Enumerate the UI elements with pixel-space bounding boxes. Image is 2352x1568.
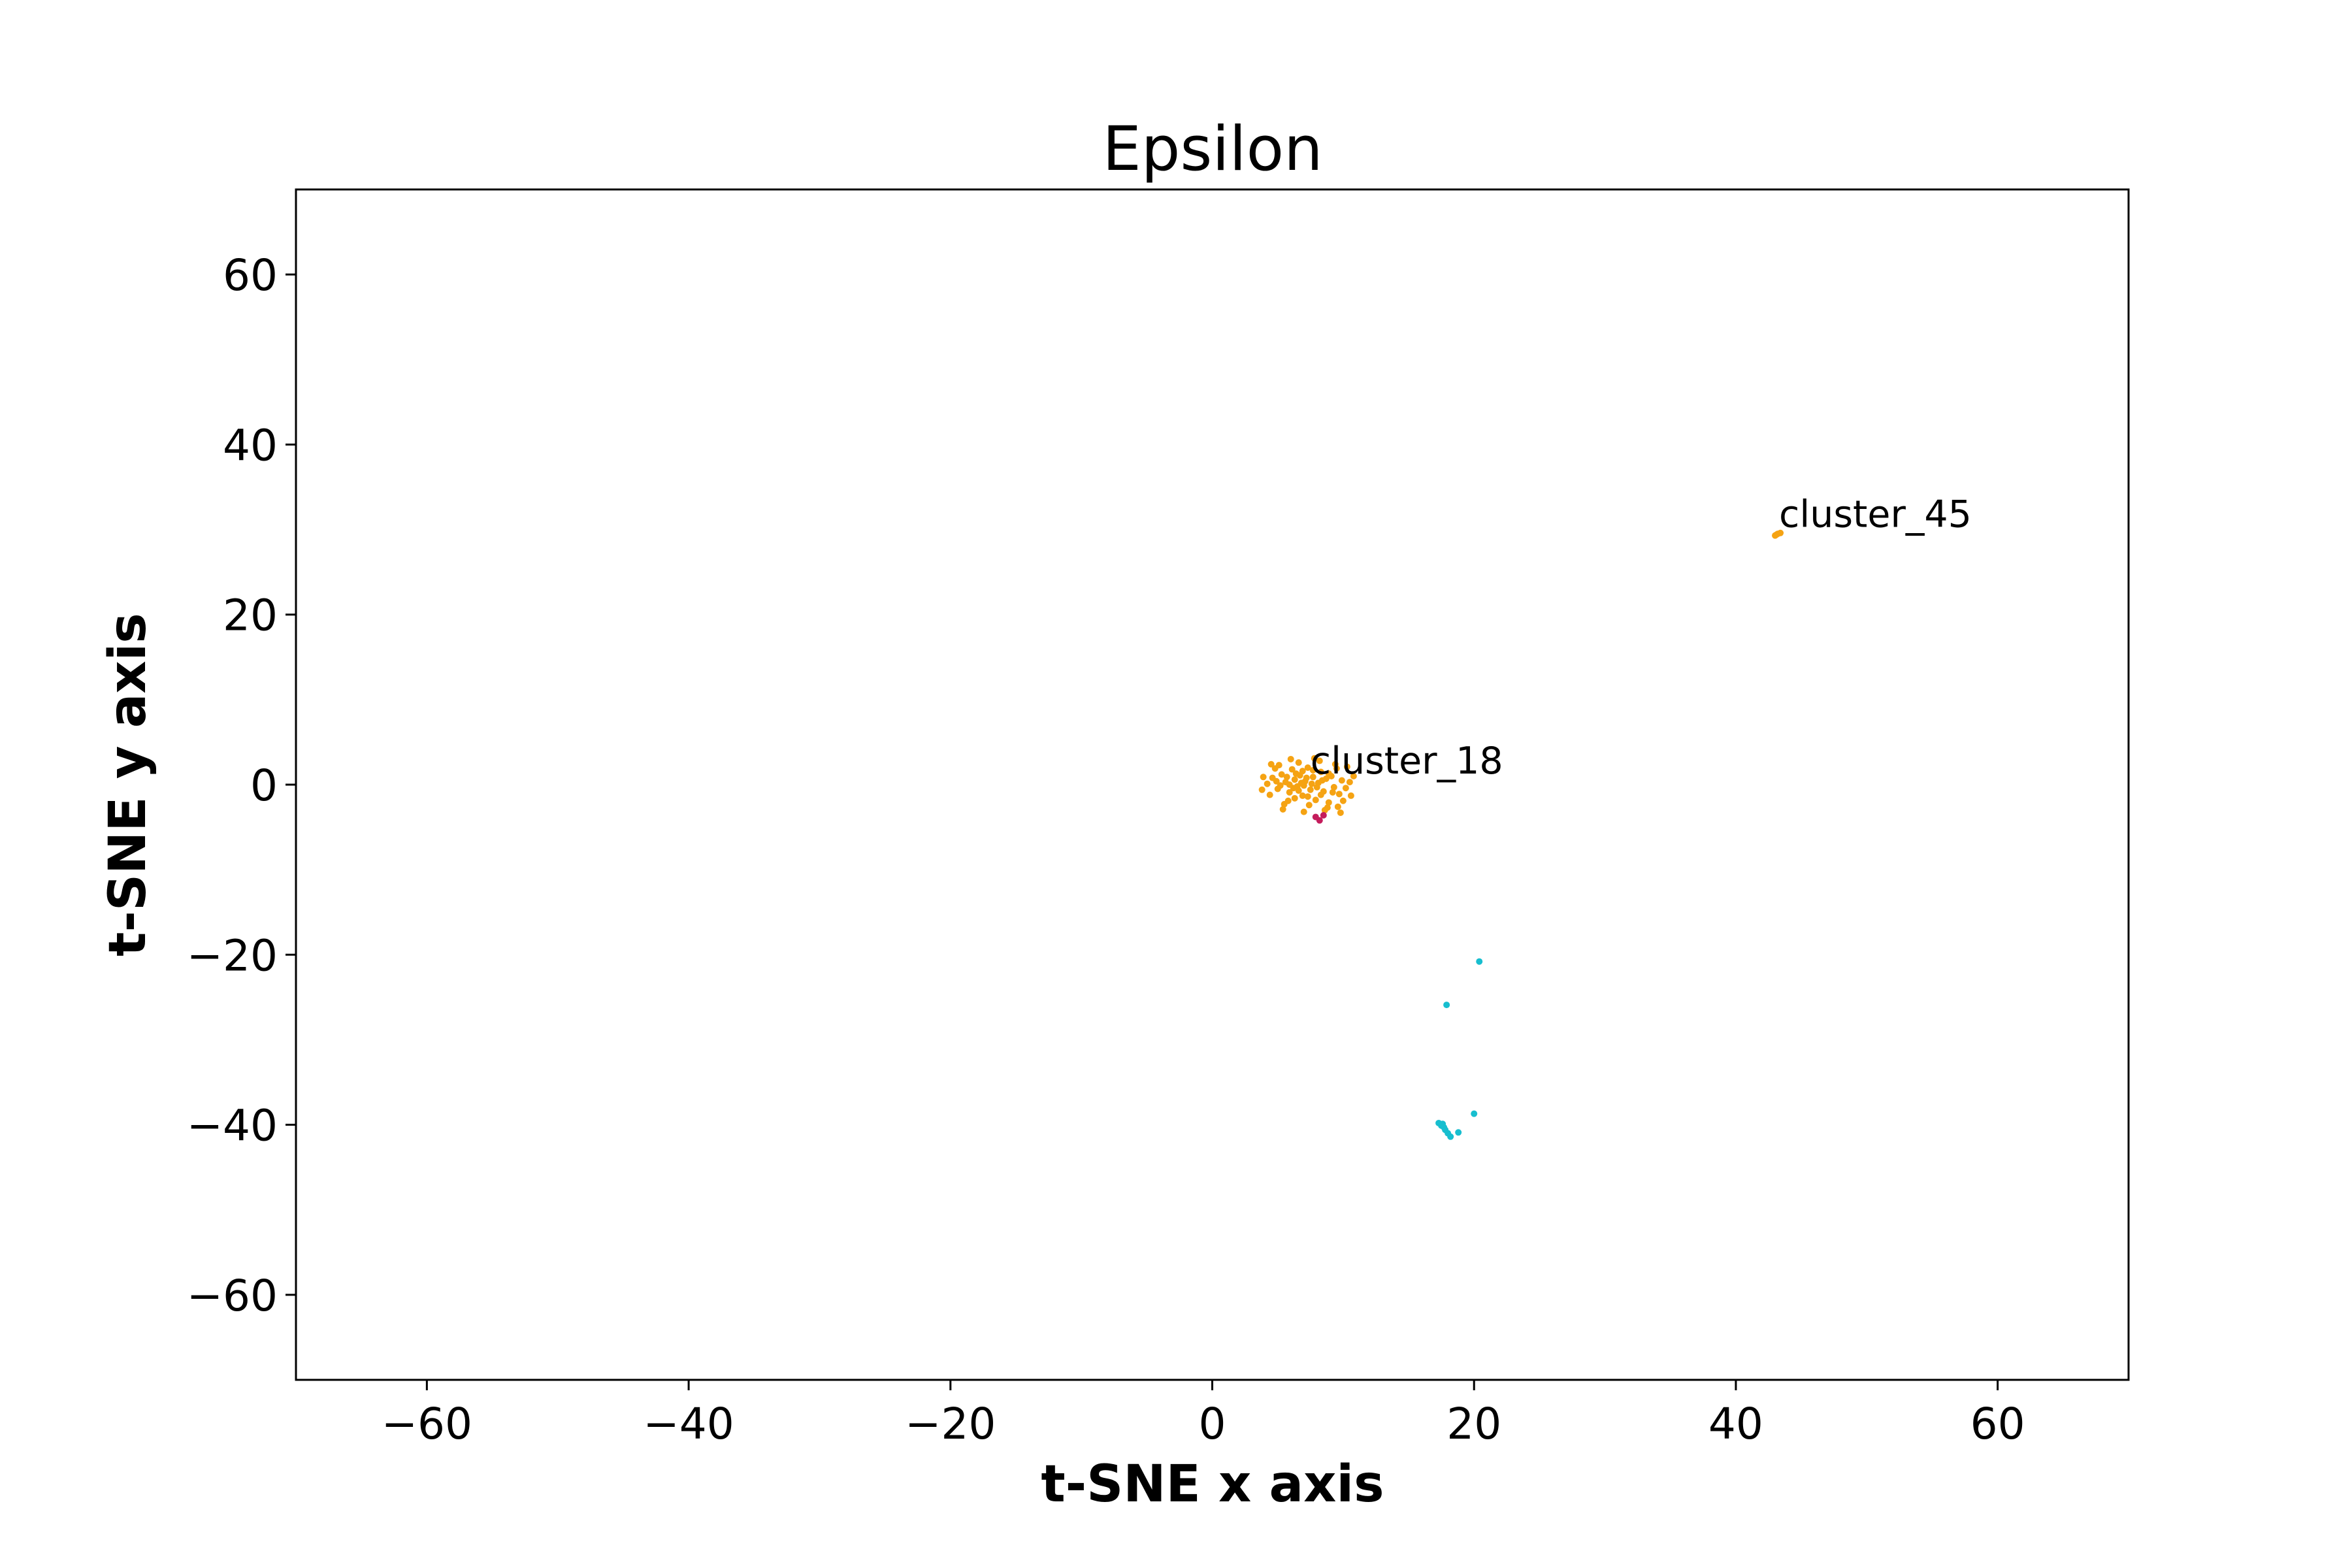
data-point: [1258, 786, 1266, 793]
data-point: [1339, 797, 1347, 804]
data-point: [1309, 774, 1316, 781]
plot-frame: [295, 188, 2130, 1381]
y-tick-label: −60: [187, 1271, 278, 1321]
data-point: [1346, 779, 1353, 786]
data-point: [1281, 800, 1288, 808]
data-point: [1286, 789, 1293, 796]
data-point: [1335, 791, 1343, 798]
data-point: [1317, 768, 1324, 776]
x-tick-label: 0: [1199, 1399, 1226, 1449]
y-tick-label: 40: [223, 420, 278, 470]
x-tick-label: −20: [905, 1399, 996, 1449]
data-point: [1300, 808, 1307, 815]
y-tick-label: 60: [223, 250, 278, 301]
y-tick-label: −40: [187, 1101, 278, 1151]
data-point: [1347, 792, 1354, 799]
data-point: [1309, 766, 1316, 774]
data-point: [1283, 774, 1290, 781]
data-point: [1350, 772, 1357, 779]
data-point: [1278, 771, 1285, 778]
data-point: [1279, 806, 1286, 813]
data-point: [1329, 789, 1336, 796]
data-point: [1447, 1133, 1454, 1140]
data-point: [1476, 958, 1483, 965]
data-point: [1318, 777, 1326, 784]
data-point: [1337, 809, 1344, 816]
data-point: [1295, 759, 1302, 766]
data-point: [1304, 793, 1311, 800]
data-point: [1321, 807, 1328, 814]
data-point: [1343, 763, 1350, 770]
data-point: [1291, 776, 1298, 783]
data-point: [1299, 768, 1306, 775]
data-point: [1325, 799, 1332, 806]
data-point: [1286, 781, 1293, 788]
y-tick-label: 20: [223, 591, 278, 641]
data-point: [1295, 787, 1302, 794]
data-point: [1313, 783, 1320, 791]
x-tick-label: 60: [1970, 1399, 2025, 1449]
data-point: [1292, 770, 1299, 777]
x-tick-label: 20: [1446, 1399, 1501, 1449]
data-point: [1334, 803, 1341, 810]
data-point: [1266, 791, 1273, 798]
data-point: [1330, 783, 1337, 791]
data-point: [1305, 802, 1313, 809]
data-point: [1317, 791, 1324, 798]
data-point: [1439, 1120, 1446, 1128]
data-point: [1331, 760, 1339, 768]
x-tick-label: −60: [382, 1399, 472, 1449]
data-point: [1291, 794, 1298, 802]
data-point: [1300, 782, 1307, 789]
data-point: [1273, 777, 1280, 785]
data-point: [1299, 792, 1306, 799]
y-tick-label: −20: [187, 930, 278, 981]
data-point: [1287, 755, 1294, 762]
chart-title: Epsilon: [1102, 114, 1322, 185]
data-point: [1320, 811, 1327, 819]
y-axis: −60 −40 −20 0 20 40 60: [187, 250, 296, 1321]
data-point: [1304, 764, 1311, 771]
data-point: [1288, 766, 1296, 773]
data-point: [1271, 765, 1279, 772]
data-point: [1277, 782, 1284, 789]
cluster-annotation: cluster_45: [1779, 493, 1972, 536]
x-axis: −60 −40 −20 0 20 40 60: [382, 1380, 2025, 1449]
data-point: [1338, 777, 1345, 784]
data-point: [1316, 757, 1323, 764]
x-tick-label: −40: [643, 1399, 734, 1449]
data-point: [1773, 531, 1780, 538]
data-point: [1308, 780, 1315, 787]
data-point: [1471, 1110, 1478, 1117]
data-point: [1307, 786, 1314, 793]
plot-area: cluster_18 cluster_45: [1258, 493, 1972, 1140]
cluster-annotation: cluster_18: [1311, 740, 1503, 783]
data-point: [1316, 817, 1323, 824]
data-point: [1312, 796, 1319, 804]
x-axis-label: t-SNE x axis: [1041, 1455, 1384, 1514]
data-point: [1455, 1129, 1462, 1136]
x-tick-label: 40: [1708, 1399, 1763, 1449]
data-point: [1264, 780, 1271, 787]
data-point: [1260, 774, 1267, 781]
data-point: [1311, 755, 1318, 762]
y-tick-label: 0: [250, 760, 278, 811]
data-point: [1443, 1002, 1450, 1009]
data-point: [1325, 770, 1332, 777]
data-point: [1267, 760, 1275, 768]
data-point: [1303, 774, 1310, 781]
y-axis-label: t-SNE y axis: [99, 613, 157, 956]
data-point: [1342, 785, 1349, 792]
